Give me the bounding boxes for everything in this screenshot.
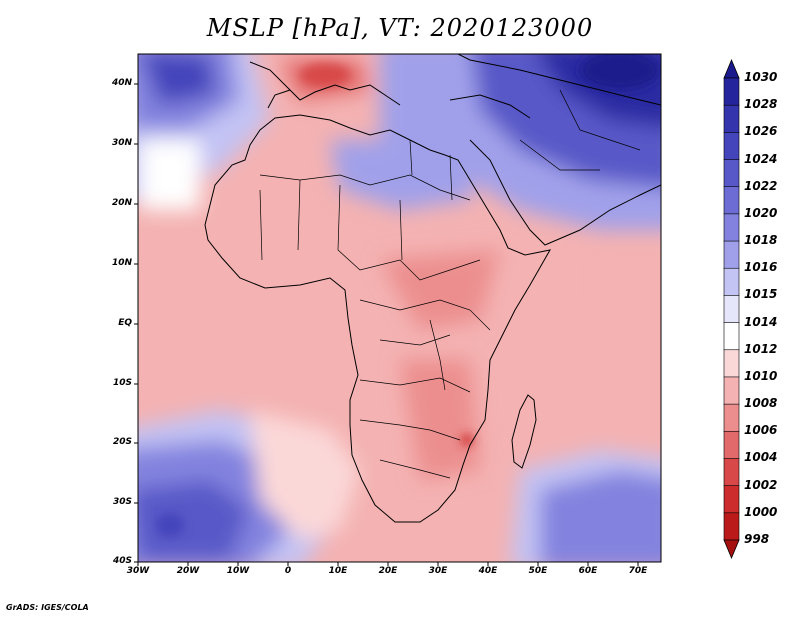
colorbar-segment (723, 458, 740, 487)
colorbar-segment (723, 186, 740, 215)
colorbar-level-label: 1030 (744, 70, 778, 84)
map-title: MSLP [hPa], VT: 2020123000 (206, 14, 594, 42)
lat-label: 30N (111, 138, 132, 148)
lat-label: 40S (112, 556, 132, 566)
colorbar (723, 58, 740, 560)
colorbar-level-label: 1016 (744, 260, 778, 275)
colorbar-segment (723, 485, 740, 514)
lon-label: 0 (284, 566, 292, 576)
colorbar-level-label: 1022 (744, 178, 778, 193)
footer-credit: GrADS: IGES/COLA (6, 603, 89, 612)
pressure-field (138, 54, 661, 562)
lon-label: 20E (378, 566, 398, 576)
colorbar-level-label: 1020 (744, 205, 778, 220)
colorbar-segment (723, 403, 740, 432)
lat-label: 40N (111, 78, 132, 88)
colorbar-segment (723, 512, 740, 541)
map-frame (137, 53, 662, 563)
lon-label: 40E (478, 566, 498, 576)
colorbar-segment (723, 349, 740, 378)
coastlines (204, 54, 661, 523)
colorbar-segment (723, 267, 740, 297)
lat-label: 20S (112, 437, 132, 447)
colorbar-level-label: 1002 (744, 477, 778, 492)
colorbar-level-label: 1026 (744, 124, 778, 139)
lat-label: 10N (111, 258, 132, 268)
lon-label: 30W (126, 566, 150, 576)
colorbar-level-label: 1024 (744, 151, 778, 166)
colorbar-level-label: 1012 (744, 341, 778, 356)
lon-label: 70E (628, 566, 648, 576)
colorbar-segment (723, 295, 740, 324)
colorbar-level-label: 1000 (744, 504, 778, 519)
axis-ticks (134, 83, 639, 566)
colorbar-segment (723, 159, 740, 188)
colorbar-level-label: 1010 (744, 368, 778, 383)
lat-label: 20N (111, 198, 132, 208)
colorbar-level-label: 1028 (744, 97, 778, 112)
colorbar-segment (723, 104, 740, 133)
lon-label: 50E (528, 566, 548, 576)
colorbar-level-label: 1004 (744, 450, 778, 465)
colorbar-segment (723, 240, 740, 269)
lon-label: 20W (176, 566, 200, 576)
colorbar-upper-arrow (723, 58, 740, 79)
colorbar-level-label: 1018 (744, 233, 778, 248)
lon-label: 30E (428, 566, 448, 576)
lon-label: 10E (328, 566, 348, 576)
lon-label: 10W (226, 566, 250, 576)
colorbar-segment (723, 213, 740, 242)
colorbar-segment (723, 322, 740, 351)
lat-label: 10S (112, 378, 132, 388)
colorbar-segment (723, 430, 740, 460)
lat-label: EQ (118, 318, 132, 328)
colorbar-level-label: 1008 (744, 396, 778, 411)
colorbar-level-label: 1014 (744, 314, 778, 329)
colorbar-segment (723, 77, 740, 106)
colorbar-segment (723, 376, 740, 405)
colorbar-level-label: 1006 (744, 423, 778, 438)
colorbar-lower-arrow (723, 539, 740, 560)
colorbar-level-label: 1015 (744, 287, 778, 302)
colorbar-level-label: 998 (744, 532, 770, 546)
lat-label: 30S (112, 497, 132, 507)
lon-label: 60E (578, 566, 598, 576)
colorbar-segment (723, 132, 740, 161)
